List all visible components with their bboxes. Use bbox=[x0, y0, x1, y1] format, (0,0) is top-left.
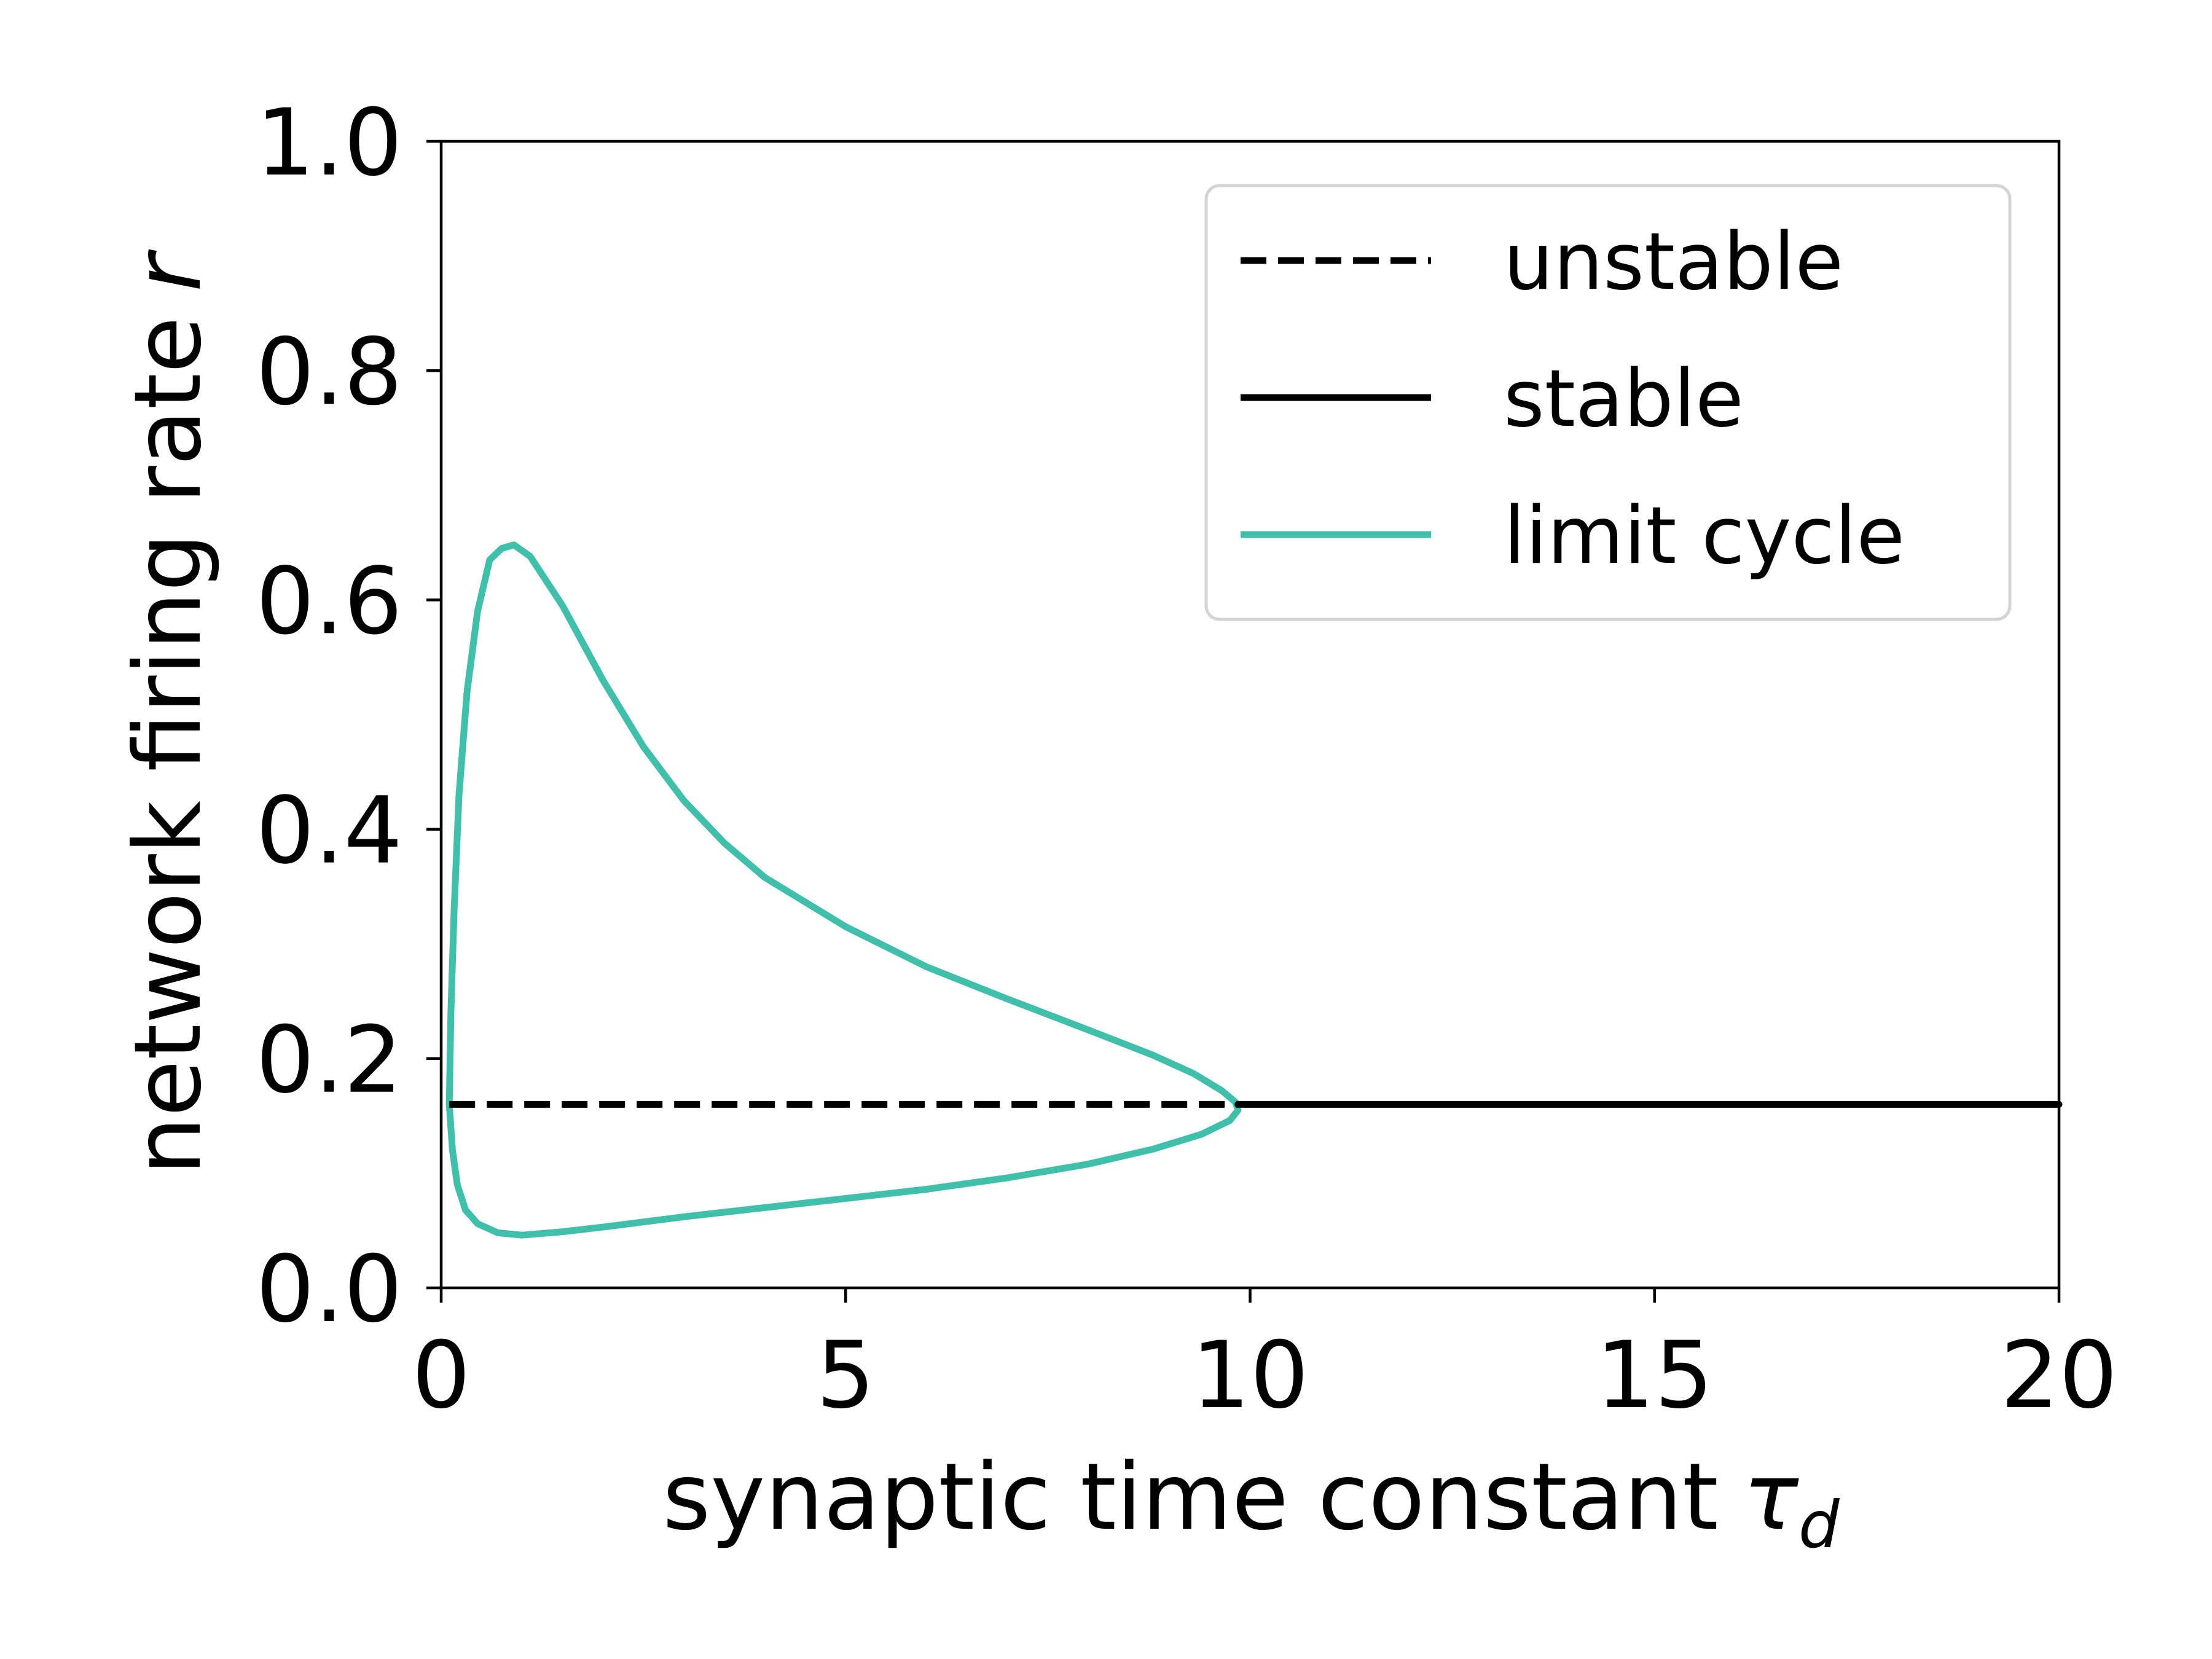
x-tick-label: 20 bbox=[2001, 1322, 2118, 1429]
y-tick-label: 1.0 bbox=[256, 90, 402, 197]
y-tick-label: 0.6 bbox=[256, 548, 402, 655]
x-tick-label: 10 bbox=[1191, 1322, 1309, 1429]
x-axis-label-subscript: d bbox=[1798, 1488, 1840, 1563]
x-axis-label-symbol: τ bbox=[1743, 1444, 1799, 1551]
x-axis-label: synaptic time constant τd bbox=[662, 1444, 1840, 1563]
y-tick-label: 0.0 bbox=[256, 1236, 402, 1343]
y-tick-label: 0.4 bbox=[256, 778, 402, 885]
legend: unstable stable limit cycle bbox=[1204, 184, 2012, 621]
legend-label-limit-cycle: limit cycle bbox=[1504, 490, 1905, 582]
legend-label-stable: stable bbox=[1504, 353, 1744, 445]
legend-box bbox=[1204, 184, 2012, 621]
tick-layer: 0 5 10 15 20 0.0 0.2 0.4 0.6 0.8 1.0 bbox=[256, 90, 2117, 1429]
x-tick-label: 15 bbox=[1596, 1322, 1713, 1429]
y-axis-label-symbol: r bbox=[115, 249, 222, 292]
y-axis-label: network firing rate r bbox=[115, 249, 222, 1175]
x-tick-label: 0 bbox=[412, 1322, 470, 1429]
plot-area bbox=[445, 541, 2063, 1239]
x-axis-label-text: synaptic time constant bbox=[662, 1444, 1718, 1551]
y-tick-label: 0.8 bbox=[256, 319, 402, 426]
x-tick-label: 5 bbox=[817, 1322, 875, 1429]
y-axis-label-text: network firing rate bbox=[115, 316, 222, 1175]
legend-label-unstable: unstable bbox=[1504, 216, 1843, 308]
series-line-limit-cycle bbox=[445, 541, 1242, 1239]
y-tick-label: 0.2 bbox=[256, 1007, 402, 1114]
